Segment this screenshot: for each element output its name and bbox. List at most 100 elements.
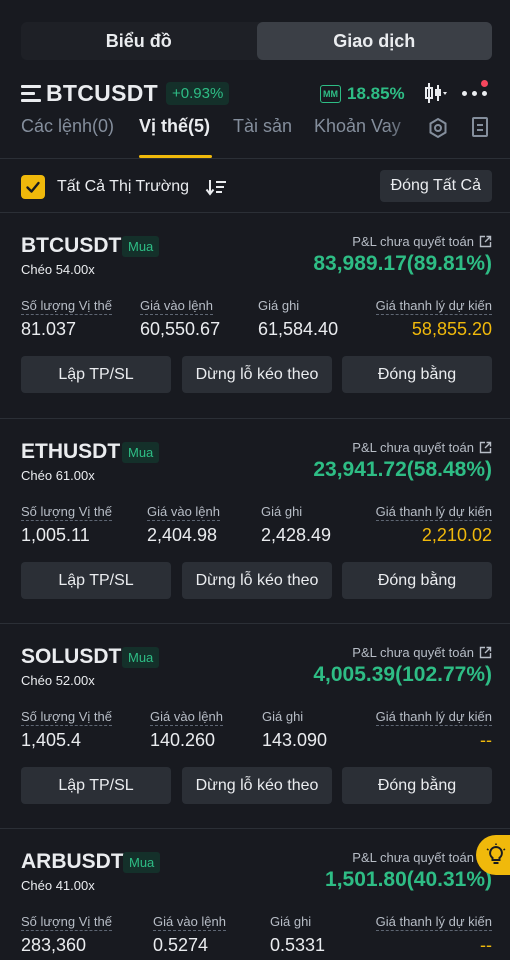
lightbulb-icon (486, 843, 506, 864)
liq-price-label[interactable]: Giá thanh lý dự kiến (375, 914, 492, 931)
share-icon[interactable] (479, 646, 492, 659)
all-markets-label[interactable]: Tất Cả Thị Trường (57, 178, 190, 195)
price-change-badge: +0.93% (165, 81, 230, 105)
unrealized-pnl-value: 23,941.72(58.48%) (313, 458, 492, 481)
position-tabs: Các lệnh(0) Vị thế(5) Tài sản Khoản Vay (21, 112, 510, 158)
mark-price-value: 2,428.49 (261, 525, 332, 545)
liq-price-label[interactable]: Giá thanh lý dự kiến (375, 298, 492, 315)
position-card: SOLUSDT Mua Chéo 52.00x P&L chưa quyết t… (21, 623, 492, 829)
market-list-icon[interactable] (21, 84, 41, 102)
close-all-button[interactable]: Đóng Tất Cả (379, 170, 492, 202)
qty-value: 1,005.11 (21, 525, 90, 545)
position-margin-mode: Chéo 41.00x (21, 878, 95, 893)
unrealized-pnl-label[interactable]: P&L chưa quyết toán (352, 234, 492, 249)
entry-price-value: 0.5274 (153, 935, 209, 955)
position-side-badge: Mua (122, 647, 160, 668)
chart-toggle[interactable]: Biểu đồ (105, 30, 172, 51)
share-icon[interactable] (479, 235, 492, 248)
entry-price-label[interactable]: Giá vào lệnh (140, 298, 213, 315)
unrealized-pnl-value: 4,005.39(102.77%) (313, 663, 492, 686)
mark-price-value: 143.090 (262, 730, 328, 750)
entry-price-label[interactable]: Giá vào lệnh (150, 709, 223, 726)
tpsl-button[interactable]: Lập TP/SL (21, 767, 171, 804)
unrealized-pnl-label[interactable]: P&L chưa quyết toán (352, 850, 492, 865)
liq-price-label[interactable]: Giá thanh lý dự kiến (375, 504, 492, 521)
card-divider (0, 418, 510, 419)
qty-label[interactable]: Số lượng Vị thế (21, 914, 112, 931)
qty-label[interactable]: Số lượng Vị thế (21, 504, 112, 521)
active-tab-indicator (139, 155, 212, 158)
tab-positions[interactable]: Vị thế(5) (139, 116, 211, 136)
all-markets-checkbox[interactable] (21, 175, 45, 199)
margin-ratio-value: 18.85% (347, 84, 405, 103)
tpsl-button[interactable]: Lập TP/SL (21, 562, 171, 599)
unrealized-pnl-label[interactable]: P&L chưa quyết toán (352, 645, 492, 660)
unrealized-pnl-value: 83,989.17(89.81%) (313, 252, 492, 275)
history-icon[interactable] (470, 116, 490, 138)
trade-toggle[interactable]: Giao dịch (256, 22, 492, 60)
position-pair[interactable]: SOLUSDT (21, 645, 122, 668)
entry-price-label[interactable]: Giá vào lệnh (147, 504, 220, 521)
liq-price-value: -- (480, 730, 492, 750)
trailing-stop-button[interactable]: Dừng lỗ kéo theo (182, 767, 332, 804)
assistant-bubble[interactable] (476, 835, 510, 875)
qty-label[interactable]: Số lượng Vị thế (21, 298, 112, 315)
position-card: ETHUSDT Mua Chéo 61.00x P&L chưa quyết t… (21, 418, 492, 624)
notification-dot (481, 80, 488, 87)
mark-price-label: Giá ghi (270, 914, 312, 929)
settings-icon[interactable] (427, 117, 449, 139)
trailing-stop-button[interactable]: Dừng lỗ kéo theo (182, 562, 332, 599)
sort-icon[interactable] (205, 176, 227, 198)
mark-price-label: Giá ghi (261, 504, 303, 519)
checkmark-icon (26, 181, 40, 193)
qty-value: 81.037 (21, 319, 77, 339)
symbol-name[interactable]: BTCUSDT (46, 79, 158, 106)
qty-label[interactable]: Số lượng Vị thế (21, 709, 112, 726)
close-position-button[interactable]: Đóng bằng (342, 356, 492, 393)
card-divider (0, 623, 510, 624)
position-side-badge: Mua (122, 442, 160, 463)
mark-price-value: 0.5331 (270, 935, 326, 955)
trailing-stop-button[interactable]: Dừng lỗ kéo theo (182, 356, 332, 393)
position-side-badge: Mua (123, 852, 161, 873)
qty-value: 1,405.4 (21, 730, 82, 750)
mm-badge: MM (320, 85, 341, 103)
position-margin-mode: Chéo 54.00x (21, 262, 95, 277)
close-position-button[interactable]: Đóng bằng (342, 767, 492, 804)
view-toggle: Biểu đồ Giao dịch (21, 22, 492, 60)
mark-price-label: Giá ghi (262, 709, 304, 724)
liq-price-label[interactable]: Giá thanh lý dự kiến (375, 709, 492, 726)
tpsl-button[interactable]: Lập TP/SL (21, 356, 171, 393)
position-margin-mode: Chéo 52.00x (21, 673, 95, 688)
position-pair[interactable]: BTCUSDT (21, 234, 122, 257)
position-side-badge: Mua (122, 236, 160, 257)
entry-price-value: 140.260 (150, 730, 216, 750)
position-pair[interactable]: ARBUSDT (21, 850, 124, 873)
close-position-button[interactable]: Đóng bằng (342, 562, 492, 599)
position-card: BTCUSDT Mua Chéo 54.00x P&L chưa quyết t… (21, 212, 492, 418)
liq-price-value: -- (480, 935, 492, 955)
margin-ratio[interactable]: MM 18.85% (320, 84, 405, 104)
candlestick-icon[interactable] (422, 80, 448, 106)
more-options-icon[interactable] (462, 91, 487, 96)
filter-row: Tất Cả Thị Trường Đóng Tất Cả (21, 170, 492, 202)
entry-price-value: 60,550.67 (140, 319, 221, 339)
tab-loans[interactable]: Khoản Vay (314, 116, 401, 136)
entry-price-label[interactable]: Giá vào lệnh (153, 914, 226, 931)
mark-price-value: 61,584.40 (258, 319, 339, 339)
unrealized-pnl-label[interactable]: P&L chưa quyết toán (352, 440, 492, 455)
qty-value: 283,360 (21, 935, 87, 955)
unrealized-pnl-value: 1,501.80(40.31%) (325, 868, 492, 891)
divider (0, 212, 510, 213)
tab-fade (386, 112, 426, 142)
tab-orders[interactable]: Các lệnh(0) (21, 116, 115, 136)
liq-price-value: 2,210.02 (421, 525, 492, 545)
card-divider (0, 828, 510, 829)
position-card: ARBUSDT Mua Chéo 41.00x P&L chưa quyết t… (21, 828, 492, 960)
tab-assets[interactable]: Tài sản (233, 116, 293, 136)
entry-price-value: 2,404.98 (147, 525, 218, 545)
share-icon[interactable] (479, 441, 492, 454)
position-pair[interactable]: ETHUSDT (21, 440, 121, 463)
liq-price-value: 58,855.20 (411, 319, 492, 339)
symbol-header: BTCUSDT +0.93% MM 18.85% (21, 78, 492, 108)
